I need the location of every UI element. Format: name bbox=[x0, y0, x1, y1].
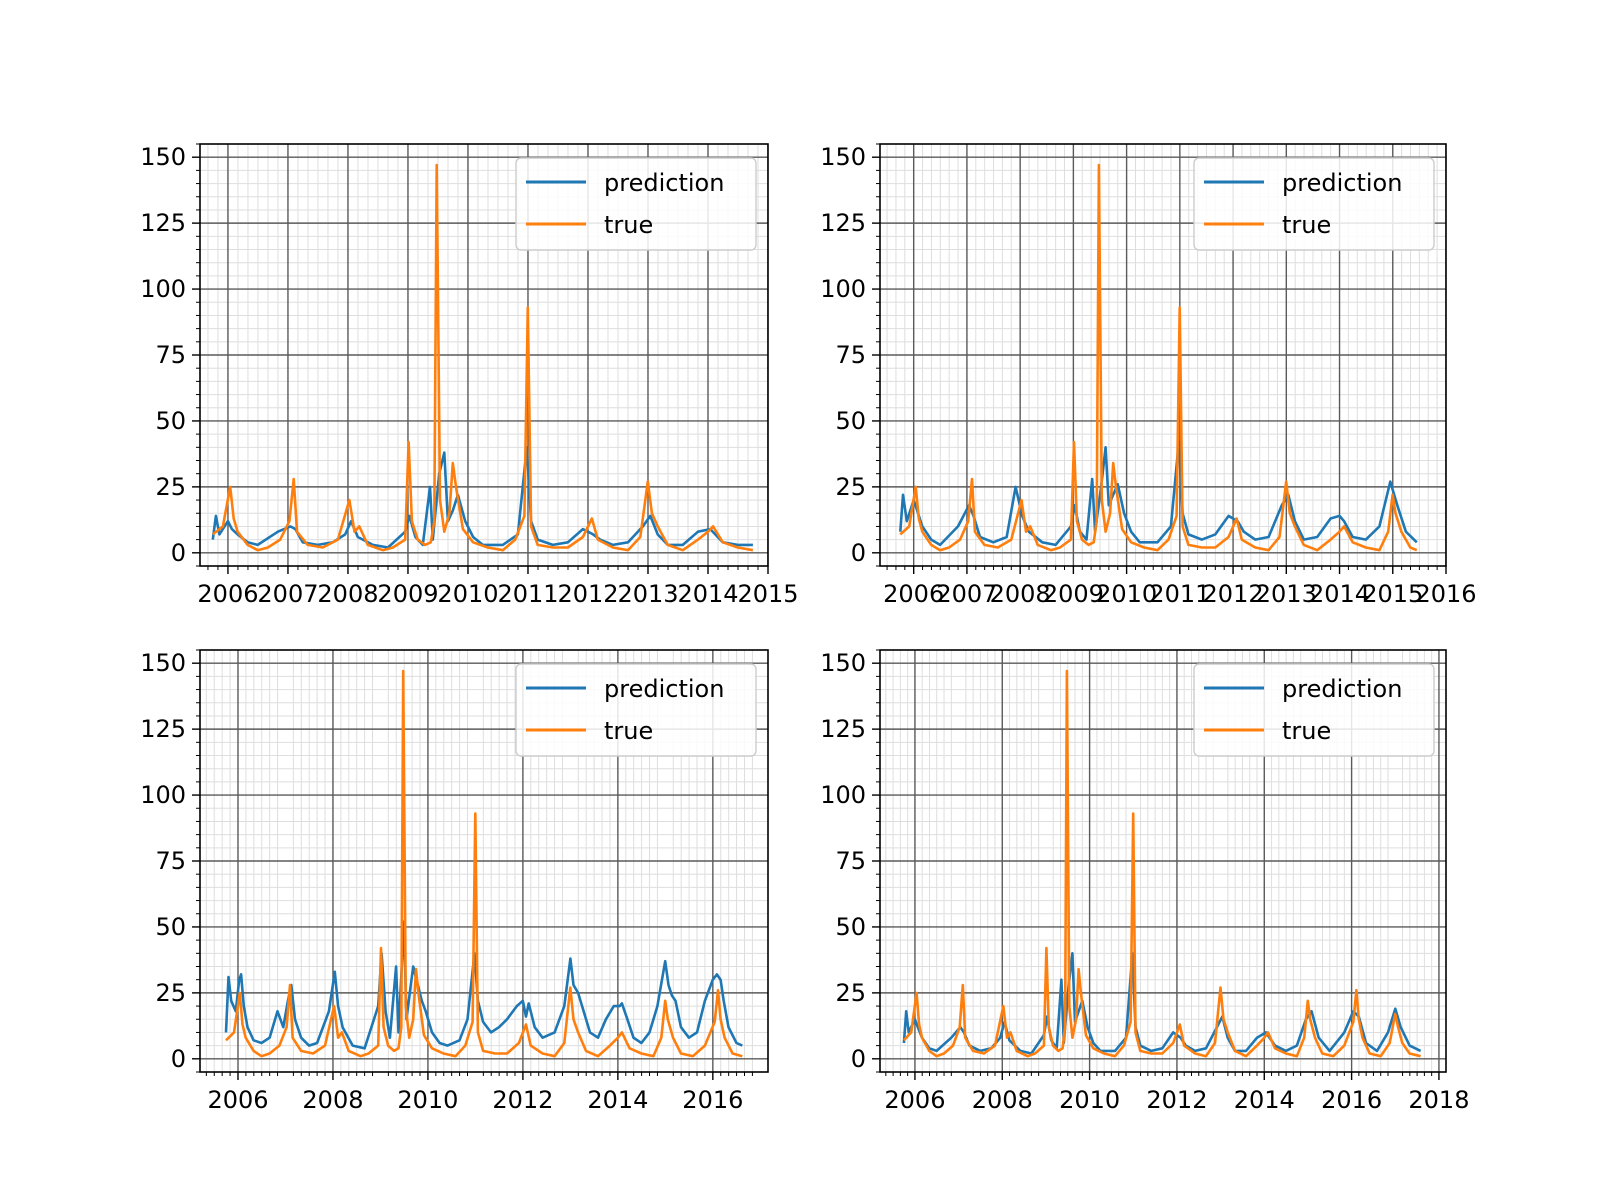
y-tick-label: 75 bbox=[155, 341, 186, 369]
x-tick-label: 2014 bbox=[1309, 580, 1370, 608]
series-line-true bbox=[211, 163, 754, 552]
x-tick-label: 2008 bbox=[972, 1086, 1033, 1114]
x-tick-label: 2011 bbox=[1149, 580, 1210, 608]
x-tick-label: 2012 bbox=[557, 580, 618, 608]
y-tick-label: 25 bbox=[155, 979, 186, 1007]
x-tick-label: 2009 bbox=[377, 580, 438, 608]
x-tick-label: 2009 bbox=[1043, 580, 1104, 608]
y-tick-label: 75 bbox=[155, 847, 186, 875]
x-tick-label: 2012 bbox=[492, 1086, 553, 1114]
legend-label-prediction: prediction bbox=[604, 169, 724, 197]
x-tick-label: 2008 bbox=[317, 580, 378, 608]
y-tick-label: 100 bbox=[140, 781, 186, 809]
legend-label-prediction: prediction bbox=[604, 675, 724, 703]
x-tick-label: 2006 bbox=[884, 1086, 945, 1114]
x-tick-label: 2015 bbox=[737, 580, 798, 608]
x-tick-label: 2016 bbox=[1415, 580, 1476, 608]
x-tick-label: 2010 bbox=[397, 1086, 458, 1114]
x-tick-label: 2010 bbox=[1096, 580, 1157, 608]
series-line-true bbox=[902, 669, 1421, 1058]
legend-label-true: true bbox=[1282, 717, 1331, 745]
x-tick-label: 2014 bbox=[677, 580, 738, 608]
y-tick-label: 125 bbox=[140, 209, 186, 237]
y-tick-label: 25 bbox=[155, 473, 186, 501]
legend-label-true: true bbox=[604, 717, 653, 745]
series-line-true bbox=[225, 669, 743, 1058]
x-tick-label: 2010 bbox=[1059, 1086, 1120, 1114]
y-tick-label: 50 bbox=[835, 913, 866, 941]
subplot-1: 0 25 50 75 100 125 150 200620072008200920102011… bbox=[140, 143, 798, 608]
x-tick-label: 2016 bbox=[682, 1086, 743, 1114]
x-tick-label: 2014 bbox=[587, 1086, 648, 1114]
y-tick-label: 0 bbox=[851, 539, 866, 567]
y-tick-label: 150 bbox=[140, 143, 186, 171]
y-tick-label: 150 bbox=[820, 649, 866, 677]
subplot-2: 0 25 50 75 100 125 150 200620072008200920102011… bbox=[820, 143, 1476, 608]
y-tick-label: 50 bbox=[835, 407, 866, 435]
y-tick-label: 150 bbox=[820, 143, 866, 171]
legend-label-prediction: prediction bbox=[1282, 169, 1402, 197]
y-tick-label: 100 bbox=[820, 781, 866, 809]
y-tick-label: 75 bbox=[835, 847, 866, 875]
x-tick-label: 2006 bbox=[197, 580, 258, 608]
legend: prediction true bbox=[1193, 663, 1435, 757]
legend-label-true: true bbox=[1282, 211, 1331, 239]
x-tick-label: 2015 bbox=[1362, 580, 1423, 608]
y-tick-label: 150 bbox=[140, 649, 186, 677]
x-tick-label: 2007 bbox=[257, 580, 318, 608]
x-tick-label: 2010 bbox=[437, 580, 498, 608]
y-tick-label: 125 bbox=[140, 715, 186, 743]
grid bbox=[880, 144, 1446, 566]
x-tick-label: 2011 bbox=[497, 580, 558, 608]
subplot-4: 0 25 50 75 100 125 150 2006 2008 2010 2012 2014 2016… bbox=[820, 649, 1469, 1114]
y-tick-label: 125 bbox=[820, 715, 866, 743]
y-tick-label: 75 bbox=[835, 341, 866, 369]
x-tick-label: 2006 bbox=[883, 580, 944, 608]
series-lines bbox=[224, 669, 743, 1058]
y-tick-label: 50 bbox=[155, 407, 186, 435]
y-tick-label: 100 bbox=[820, 275, 866, 303]
y-tick-label: 0 bbox=[851, 1045, 866, 1073]
y-tick-label: 100 bbox=[140, 275, 186, 303]
y-tick-label: 125 bbox=[820, 209, 866, 237]
legend-label-true: true bbox=[604, 211, 653, 239]
x-tick-label: 2008 bbox=[990, 580, 1051, 608]
y-tick-label: 0 bbox=[171, 1045, 186, 1073]
y-tick-label: 50 bbox=[155, 913, 186, 941]
series-lines bbox=[899, 163, 1418, 552]
subplot-3: 0 25 50 75 100 125 150 2006 2008 2010 2012 2014 2016… bbox=[140, 649, 769, 1114]
y-tick-label: 0 bbox=[171, 539, 186, 567]
x-tick-label: 2006 bbox=[207, 1086, 268, 1114]
grid bbox=[880, 650, 1446, 1072]
x-tick-label: 2007 bbox=[936, 580, 997, 608]
x-tick-label: 2018 bbox=[1408, 1086, 1469, 1114]
legend: prediction true bbox=[515, 157, 757, 251]
x-tick-label: 2012 bbox=[1203, 580, 1264, 608]
legend: prediction true bbox=[515, 663, 757, 757]
x-tick-label: 2013 bbox=[1256, 580, 1317, 608]
legend-label-prediction: prediction bbox=[1282, 675, 1402, 703]
series-lines bbox=[211, 163, 754, 552]
x-tick-label: 2016 bbox=[1321, 1086, 1382, 1114]
x-tick-label: 2014 bbox=[1234, 1086, 1295, 1114]
series-line-true bbox=[899, 163, 1418, 552]
legend: prediction true bbox=[1193, 157, 1435, 251]
y-tick-label: 25 bbox=[835, 473, 866, 501]
y-tick-label: 25 bbox=[835, 979, 866, 1007]
series-lines bbox=[902, 669, 1422, 1058]
x-tick-label: 2013 bbox=[617, 580, 678, 608]
x-tick-label: 2012 bbox=[1146, 1086, 1207, 1114]
x-tick-label: 2008 bbox=[302, 1086, 363, 1114]
